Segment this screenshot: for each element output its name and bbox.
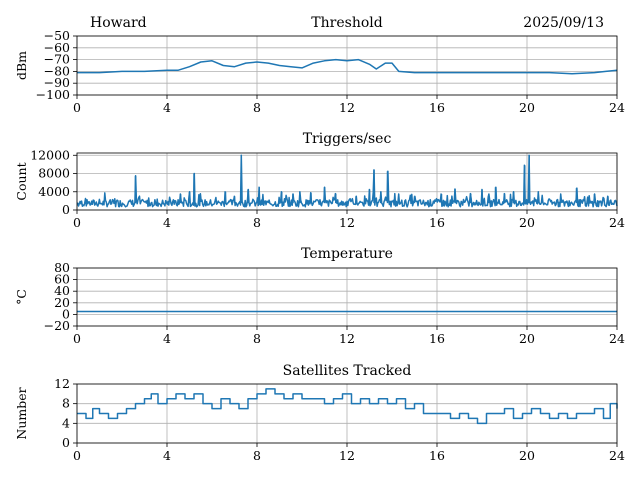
satellites-ytick-label: 4 [62, 415, 70, 430]
triggers-xtick-label: 0 [73, 215, 81, 230]
satellites-xtick-label: 24 [609, 448, 625, 463]
threshold-xtick-label: 20 [519, 100, 535, 115]
temperature-xtick-label: 12 [339, 331, 355, 346]
satellites-xtick-label: 16 [429, 448, 445, 463]
threshold-series-line [77, 58, 618, 75]
temperature-ytick-label: −20 [44, 318, 70, 333]
triggers-xtick-label: 20 [519, 215, 535, 230]
threshold-xtick-label: 0 [73, 100, 81, 115]
satellites-xtick-label: 4 [163, 448, 171, 463]
temperature-title: Temperature [301, 246, 393, 262]
temperature-ytick-label: 0 [62, 306, 70, 321]
satellites-ylabel: Number [14, 387, 29, 439]
temperature-ytick-label: 60 [54, 272, 70, 287]
triggers-ytick-label: 12000 [30, 147, 70, 162]
temperature-xtick-label: 4 [163, 331, 171, 346]
triggers-xtick-label: 4 [163, 215, 171, 230]
triggers-series-line [76, 154, 618, 208]
temperature-xtick-label: 20 [519, 331, 535, 346]
triggers-xtick-label: 12 [339, 215, 355, 230]
triggers-xtick-label: 16 [429, 215, 445, 230]
threshold-ytick-label: −70 [44, 52, 70, 67]
temperature-ylabel: °C [14, 289, 29, 305]
threshold-ytick-label: −60 [44, 40, 70, 55]
satellites-xtick-label: 12 [339, 448, 355, 463]
threshold-ytick-label: −90 [44, 75, 70, 90]
satellites-xtick-label: 8 [253, 448, 261, 463]
triggers-ylabel: Count [14, 162, 29, 200]
temperature-xtick-label: 24 [609, 331, 625, 346]
satellites-ytick-label: 12 [54, 376, 70, 391]
threshold-xtick-label: 4 [163, 100, 171, 115]
threshold-xtick-label: 24 [609, 100, 625, 115]
temperature-xtick-label: 8 [253, 331, 261, 346]
triggers-ytick-label: 0 [62, 202, 70, 217]
temperature-ytick-label: 80 [54, 260, 70, 275]
threshold-ylabel: dBm [14, 51, 29, 80]
triggers-ytick-label: 8000 [38, 166, 70, 181]
threshold-xtick-label: 8 [253, 100, 261, 115]
triggers-xtick-label: 24 [609, 215, 625, 230]
satellites-series-line [77, 388, 618, 425]
satellites-xtick-label: 20 [519, 448, 535, 463]
report-date: 2025/09/13 [523, 15, 604, 31]
triggers-ytick-label: 4000 [38, 184, 70, 199]
station-name: Howard [90, 15, 147, 31]
temperature-ytick-label: 20 [54, 295, 70, 310]
threshold-xtick-label: 16 [429, 100, 445, 115]
triggers-xtick-label: 8 [253, 215, 261, 230]
threshold-ytick-label: −80 [44, 63, 70, 78]
temperature-xtick-label: 16 [429, 331, 445, 346]
satellites-ytick-label: 8 [62, 396, 70, 411]
threshold-ytick-label: −50 [44, 28, 70, 43]
threshold-ytick-label: −100 [36, 87, 70, 102]
temperature-xtick-label: 0 [73, 331, 81, 346]
triggers-title: Triggers/sec [303, 131, 392, 147]
temperature-ytick-label: 40 [54, 283, 70, 298]
satellites-title: Satellites Tracked [283, 363, 412, 379]
satellites-xtick-label: 0 [73, 448, 81, 463]
threshold-xtick-label: 12 [339, 100, 355, 115]
threshold-title: Threshold [311, 15, 382, 31]
satellites-ytick-label: 0 [62, 435, 70, 450]
